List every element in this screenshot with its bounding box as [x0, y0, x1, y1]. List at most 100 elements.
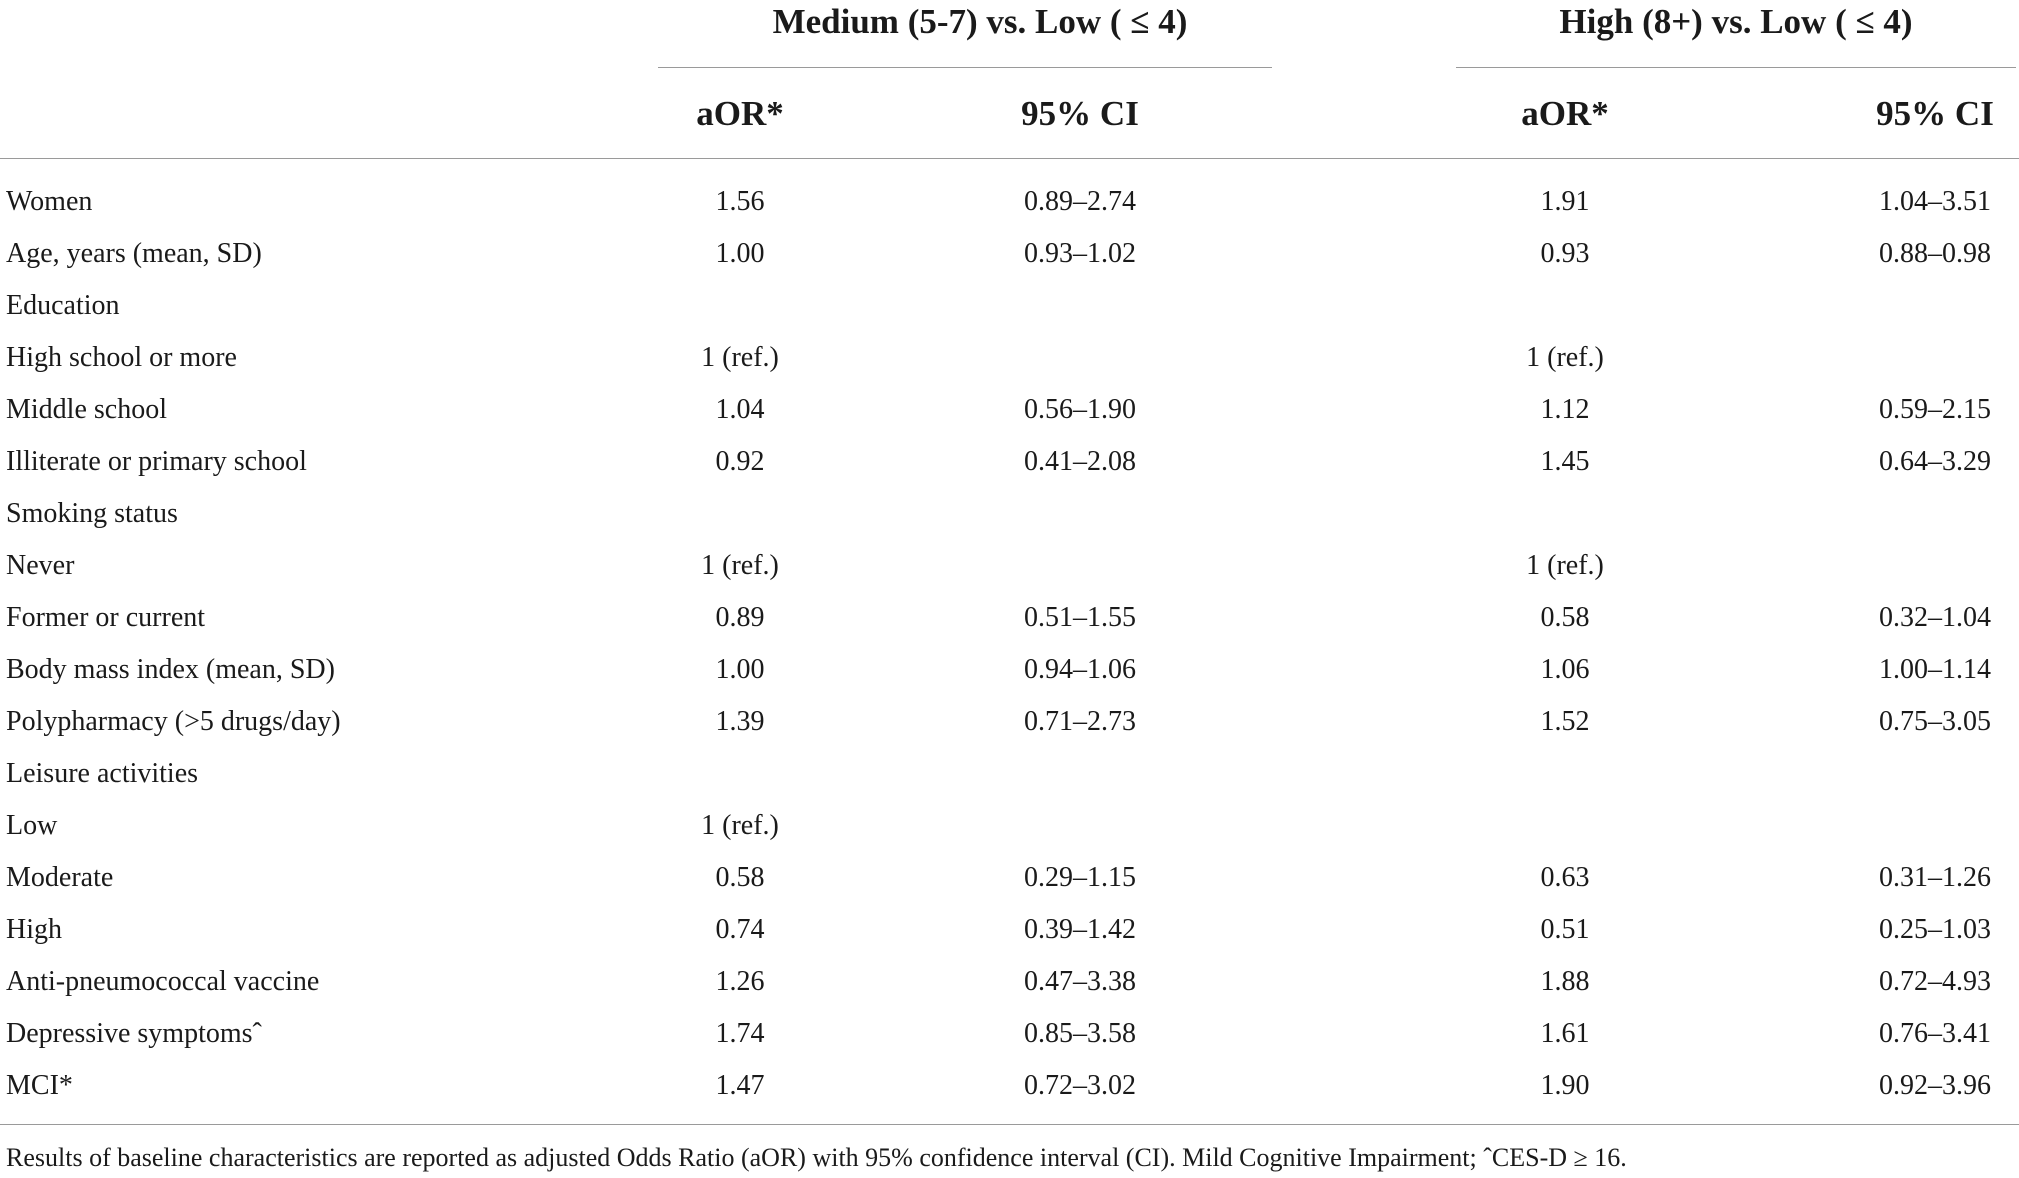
medium-ci-cell: 0.94–1.06 [1024, 654, 1136, 685]
row-label: Former or current [6, 602, 206, 633]
high-aor-cell [1465, 488, 1665, 540]
medium-ci-cell: 0.41–2.08 [1024, 446, 1136, 477]
high-aor-cell: 1 (ref.) [1526, 342, 1604, 373]
medium-aor-cell: 1.47 [715, 1070, 765, 1101]
medium-ci-cell [980, 800, 1180, 852]
subheader-medium-ci: 95% CI [1021, 94, 1139, 133]
table-row: Moderate 0.58 0.29–1.15 0.63 0.31–1.26 [0, 852, 2019, 904]
row-label: Depressive symptomsˆ [6, 1018, 262, 1049]
medium-ci-cell: 0.72–3.02 [1024, 1070, 1136, 1101]
row-label: Polypharmacy (>5 drugs/day) [6, 706, 341, 737]
high-ci-cell [1835, 540, 2019, 592]
medium-ci-cell [980, 280, 1180, 332]
high-aor-cell: 1.61 [1540, 1018, 1590, 1049]
row-label: Body mass index (mean, SD) [6, 654, 335, 685]
medium-aor-cell: 0.58 [715, 862, 765, 893]
high-aor-cell: 1.45 [1540, 446, 1590, 477]
medium-ci-cell: 0.85–3.58 [1024, 1018, 1136, 1049]
medium-ci-cell: 0.39–1.42 [1024, 914, 1136, 945]
medium-ci-cell: 0.93–1.02 [1024, 238, 1136, 269]
medium-ci-cell: 0.47–3.38 [1024, 966, 1136, 997]
high-ci-cell: 1.04–3.51 [1879, 186, 1991, 217]
medium-aor-cell: 1.26 [715, 966, 765, 997]
group-header-medium: Medium (5-7) vs. Low ( ≤ 4) [772, 2, 1188, 41]
medium-ci-cell: 0.29–1.15 [1024, 862, 1136, 893]
medium-aor-cell: 0.74 [715, 914, 765, 945]
high-ci-cell: 0.64–3.29 [1879, 446, 1991, 477]
table-bottom-rule [0, 1124, 2019, 1125]
table-row: MCI* 1.47 0.72–3.02 1.90 0.92–3.96 [0, 1060, 2019, 1112]
subheader-medium-aor: aOR* [696, 94, 784, 133]
medium-aor-cell [640, 488, 840, 540]
medium-ci-cell: 0.71–2.73 [1024, 706, 1136, 737]
group-header-high: High (8+) vs. Low ( ≤ 4) [1559, 2, 1913, 41]
medium-aor-cell: 1.00 [715, 654, 765, 685]
high-aor-cell: 1 (ref.) [1526, 550, 1604, 581]
medium-aor-cell: 1.04 [715, 394, 765, 425]
table-footnote: Results of baseline characteristics are … [6, 1143, 1627, 1172]
medium-ci-cell [980, 748, 1180, 800]
table-row: Women 1.56 0.89–2.74 1.91 1.04–3.51 [0, 176, 2019, 228]
table-row: Illiterate or primary school 0.92 0.41–2… [0, 436, 2019, 488]
medium-aor-cell: 1.74 [715, 1018, 765, 1049]
medium-ci-cell [980, 332, 1180, 384]
row-label: Education [6, 290, 120, 321]
row-label: Smoking status [6, 498, 178, 529]
high-aor-cell: 1.91 [1540, 186, 1590, 217]
high-ci-cell [1835, 332, 2019, 384]
medium-aor-cell: 1.56 [715, 186, 765, 217]
row-label: Women [6, 186, 93, 217]
high-ci-cell: 0.25–1.03 [1879, 914, 1991, 945]
medium-aor-cell: 1.39 [715, 706, 765, 737]
table-row: Body mass index (mean, SD) 1.00 0.94–1.0… [0, 644, 2019, 696]
row-label: Never [6, 550, 75, 581]
table-row: High 0.74 0.39–1.42 0.51 0.25–1.03 [0, 904, 2019, 956]
medium-aor-cell: 1 (ref.) [701, 342, 779, 373]
high-ci-cell: 0.32–1.04 [1879, 602, 1991, 633]
medium-ci-cell [980, 488, 1180, 540]
group-rule-high [1456, 67, 2016, 68]
medium-ci-cell [980, 540, 1180, 592]
table-row: Depressive symptomsˆ 1.74 0.85–3.58 1.61… [0, 1008, 2019, 1060]
high-aor-cell [1465, 280, 1665, 332]
high-ci-cell: 1.00–1.14 [1879, 654, 1991, 685]
medium-ci-cell: 0.56–1.90 [1024, 394, 1136, 425]
high-aor-cell: 0.63 [1540, 862, 1590, 893]
medium-aor-cell [640, 280, 840, 332]
high-ci-cell: 0.92–3.96 [1879, 1070, 1991, 1101]
high-ci-cell: 0.72–4.93 [1879, 966, 1991, 997]
header-bottom-rule [0, 158, 2019, 159]
row-label: Anti-pneumococcal vaccine [6, 966, 320, 997]
row-label: High [6, 914, 62, 945]
medium-aor-cell: 1 (ref.) [701, 550, 779, 581]
high-ci-cell [1835, 748, 2019, 800]
table-row: Low 1 (ref.) [0, 800, 2019, 852]
subheader-high-aor: aOR* [1521, 94, 1609, 133]
medium-ci-cell: 0.51–1.55 [1024, 602, 1136, 633]
table-row: Former or current 0.89 0.51–1.55 0.58 0.… [0, 592, 2019, 644]
row-label: Low [6, 810, 58, 841]
medium-aor-cell: 1 (ref.) [701, 810, 779, 841]
high-ci-cell: 0.76–3.41 [1879, 1018, 1991, 1049]
medium-ci-cell: 0.89–2.74 [1024, 186, 1136, 217]
table-row: Never 1 (ref.) 1 (ref.) [0, 540, 2019, 592]
high-ci-cell: 0.88–0.98 [1879, 238, 1991, 269]
high-aor-cell: 1.52 [1540, 706, 1590, 737]
high-aor-cell: 0.93 [1540, 238, 1590, 269]
table-row: Middle school 1.04 0.56–1.90 1.12 0.59–2… [0, 384, 2019, 436]
high-ci-cell [1835, 280, 2019, 332]
high-aor-cell: 1.12 [1540, 394, 1590, 425]
table-row: Smoking status [0, 488, 2019, 540]
row-label: High school or more [6, 342, 237, 373]
table-row: Education [0, 280, 2019, 332]
table-row: High school or more 1 (ref.) 1 (ref.) [0, 332, 2019, 384]
group-rule-medium [658, 67, 1272, 68]
high-ci-cell [1835, 800, 2019, 852]
medium-aor-cell: 0.92 [715, 446, 765, 477]
high-ci-cell: 0.75–3.05 [1879, 706, 1991, 737]
medium-aor-cell: 0.89 [715, 602, 765, 633]
high-aor-cell: 1.90 [1540, 1070, 1590, 1101]
high-aor-cell [1465, 800, 1665, 852]
high-ci-cell: 0.59–2.15 [1879, 394, 1991, 425]
high-ci-cell [1835, 488, 2019, 540]
